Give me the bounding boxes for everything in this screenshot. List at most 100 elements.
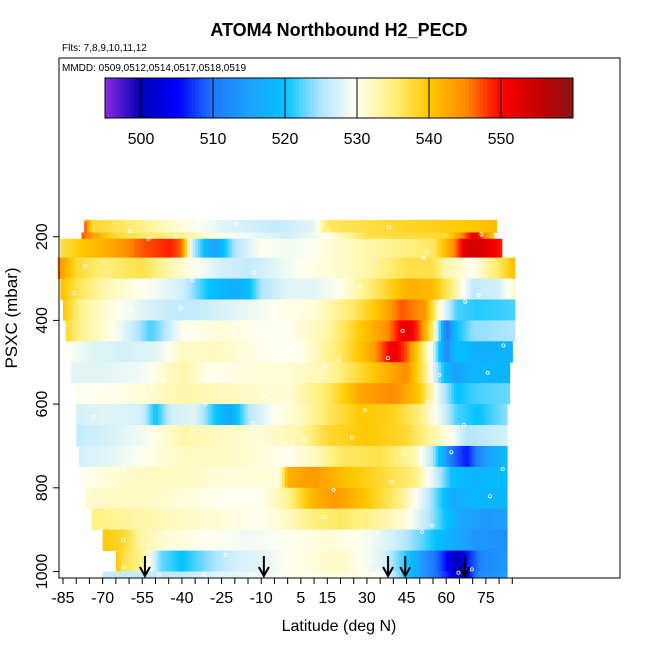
heatmap-cell [144, 425, 149, 447]
heatmap-cell [229, 219, 233, 233]
heatmap-cell [142, 529, 146, 551]
heatmap-cell [337, 571, 342, 579]
heatmap-cell [234, 299, 239, 321]
heatmap-cell [504, 487, 508, 510]
colorbar-segment [461, 78, 466, 118]
heatmap-cell [163, 257, 167, 279]
heatmap-cell [419, 362, 424, 384]
heatmap-cell [475, 257, 479, 279]
heatmap-cell [126, 466, 130, 489]
heatmap-cell [311, 425, 315, 447]
heatmap-cell [417, 425, 421, 447]
heatmap-cell [409, 445, 413, 468]
heatmap-cell [374, 445, 379, 468]
heatmap-cell [388, 278, 392, 300]
heatmap-cell [84, 238, 88, 259]
heatmap-cell [396, 299, 400, 321]
heatmap-cell [279, 383, 283, 405]
heatmap-cell [477, 383, 482, 405]
heatmap-cell [211, 529, 215, 551]
heatmap-cell [240, 445, 244, 468]
heatmap-cell [97, 404, 101, 426]
heatmap-cell [372, 238, 376, 259]
heatmap-cell [110, 219, 114, 233]
heatmap-cell [134, 257, 138, 279]
heatmap-cell [208, 466, 212, 489]
heatmap-cell [168, 219, 172, 233]
heatmap-cell [467, 550, 471, 572]
heatmap-cell [343, 571, 347, 579]
heatmap-cell [493, 529, 498, 551]
heatmap-cell [102, 529, 106, 551]
heatmap-cell [329, 445, 334, 468]
heatmap-cell [258, 232, 262, 240]
heatmap-cell [401, 425, 405, 447]
heatmap-cell [277, 320, 281, 342]
heatmap-cell [84, 383, 88, 405]
heatmap-cell [142, 219, 146, 233]
heatmap-cell [295, 257, 299, 279]
heatmap-cell [126, 238, 130, 259]
heatmap-cell [316, 445, 320, 468]
heatmap-cell [115, 445, 120, 468]
heatmap-cell [348, 219, 352, 233]
heatmap-cell [504, 383, 508, 405]
heatmap-cell [422, 320, 426, 342]
dates-subtitle: MMDD: 0509,0512,0514,0517,0518,0519 [62, 63, 246, 74]
heatmap-cell [345, 550, 350, 572]
heatmap-cell [427, 232, 431, 240]
heatmap-cell [388, 257, 392, 279]
heatmap-cell [287, 341, 291, 363]
heatmap-cell [345, 404, 350, 426]
heatmap-cell [200, 508, 204, 531]
heatmap-cell [472, 445, 476, 468]
heatmap-cell [211, 404, 215, 426]
heatmap-cell [171, 232, 175, 240]
heatmap-cell [84, 320, 88, 342]
heatmap-cell [234, 362, 239, 384]
heatmap-cell [197, 232, 202, 240]
heatmap-cell [144, 529, 149, 551]
heatmap-cell [435, 404, 439, 426]
heatmap-cell [329, 238, 334, 259]
heatmap-cell [398, 257, 402, 279]
heatmap-cell [142, 445, 146, 468]
heatmap-cell [168, 257, 172, 279]
heatmap-cell [311, 466, 315, 489]
heatmap-cell [351, 232, 355, 240]
heatmap-cell [181, 466, 186, 489]
heatmap-cell [232, 425, 236, 447]
observation-point [234, 221, 239, 226]
heatmap-cell [187, 529, 191, 551]
heatmap-cell [163, 383, 167, 405]
heatmap-cell [285, 445, 289, 468]
heatmap-cell [454, 571, 458, 579]
heatmap-cell [208, 257, 212, 279]
heatmap-cell [76, 278, 80, 300]
heatmap-cell [97, 466, 101, 489]
heatmap-cell [277, 232, 281, 240]
heatmap-cell [446, 425, 450, 447]
heatmap-cell [131, 425, 135, 447]
heatmap-cell [142, 508, 146, 531]
heatmap-cell [211, 278, 215, 300]
heatmap-cell [274, 299, 278, 321]
heatmap-cell [166, 219, 170, 233]
heatmap-cell [411, 232, 416, 240]
heatmap-cell [488, 299, 492, 321]
heatmap-cell [137, 550, 141, 572]
heatmap-cell [166, 529, 170, 551]
heatmap-cell [168, 550, 172, 572]
heatmap-cell [229, 487, 233, 510]
heatmap-cell [377, 445, 381, 468]
heatmap-cell [240, 550, 244, 572]
heatmap-cell [150, 445, 154, 468]
heatmap-cell [335, 278, 339, 300]
observation-point [371, 257, 376, 262]
heatmap-cell [218, 278, 223, 300]
heatmap-cell [345, 320, 350, 342]
heatmap-cell [86, 232, 91, 240]
heatmap-cell [509, 278, 513, 300]
heatmap-cell [319, 219, 323, 233]
observation-point [456, 570, 461, 575]
